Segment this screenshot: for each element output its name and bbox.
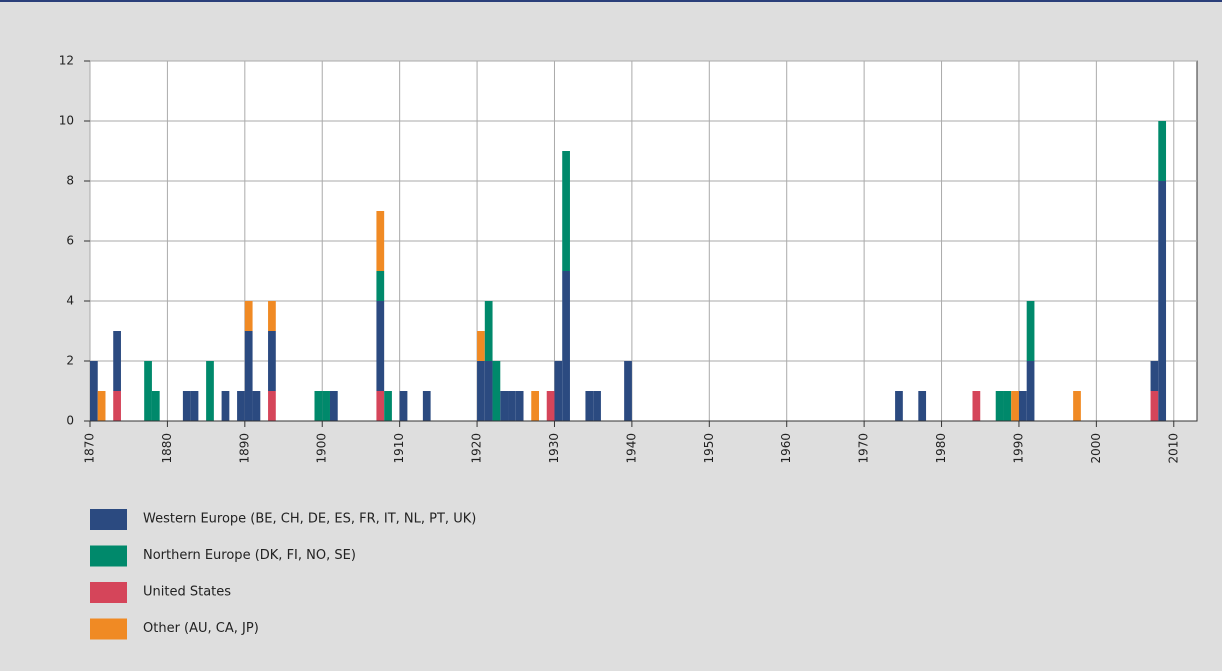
- legend-label: United States: [143, 585, 231, 600]
- bar-segment: [1158, 121, 1167, 181]
- bar-segment: [182, 391, 191, 421]
- legend-swatch: [90, 509, 127, 530]
- legend-swatch: [90, 545, 127, 567]
- bar-segment: [206, 361, 214, 421]
- bar-segment: [585, 391, 594, 421]
- bar-segment: [1150, 361, 1159, 391]
- bar-segment: [268, 391, 276, 421]
- top-border: [0, 0, 1222, 2]
- bar-segment: [1018, 391, 1027, 421]
- bar-segment: [515, 391, 524, 421]
- bar-segment: [329, 391, 338, 421]
- bar-segment: [97, 391, 106, 421]
- bar-segment: [477, 361, 485, 421]
- bar-segment: [1073, 391, 1081, 421]
- bar-segment: [554, 361, 563, 421]
- legend-swatch: [90, 618, 127, 640]
- bar-segment: [113, 331, 121, 391]
- bar-segment: [1026, 361, 1035, 421]
- bar-segment: [268, 301, 276, 331]
- bar-segment: [508, 391, 516, 421]
- bar-segment: [252, 391, 261, 421]
- x-tick-label: 1920: [470, 433, 484, 464]
- bar-segment: [531, 391, 539, 421]
- bar-segment: [244, 301, 253, 331]
- bar-segment: [376, 271, 385, 301]
- x-tick-label: 2010: [1166, 433, 1180, 464]
- legend-label: Northern Europe (DK, FI, NO, SE): [143, 548, 356, 563]
- y-tick-label: 12: [59, 54, 74, 68]
- bar-segment: [972, 391, 981, 421]
- bar-segment: [376, 391, 385, 421]
- bar-segment: [322, 391, 330, 421]
- legend-swatch: [90, 582, 127, 603]
- x-tick-label: 1870: [83, 433, 97, 464]
- bar-segment: [244, 331, 253, 421]
- bar-segment: [399, 391, 408, 421]
- x-tick-label: 1900: [315, 433, 329, 464]
- x-tick-label: 1980: [934, 433, 948, 464]
- bar-segment: [895, 391, 903, 421]
- bar-segment: [624, 361, 632, 421]
- bar-segment: [562, 271, 570, 421]
- bar-segment: [1003, 391, 1012, 421]
- legend: Western Europe (BE, CH, DE, ES, FR, IT, …: [90, 509, 476, 640]
- y-tick-label: 2: [66, 354, 74, 368]
- legend-label: Other (AU, CA, JP): [143, 621, 259, 636]
- y-tick-label: 8: [66, 174, 74, 188]
- x-tick-label: 1990: [1011, 433, 1025, 464]
- y-tick-label: 10: [59, 114, 74, 128]
- x-tick-label: 1940: [624, 433, 638, 464]
- bar-segment: [918, 391, 927, 421]
- bar-segment: [593, 391, 601, 421]
- bar-segment: [190, 391, 199, 421]
- x-tick-label: 2000: [1089, 433, 1103, 464]
- bar-segment: [546, 391, 555, 421]
- bar-segment: [144, 361, 152, 421]
- bar-segment: [1150, 391, 1159, 421]
- bar-segment: [268, 331, 276, 391]
- bar-segment: [422, 391, 431, 421]
- bar-segment: [314, 391, 323, 421]
- bar-segment: [1011, 391, 1019, 421]
- bar-segment: [492, 361, 501, 421]
- x-tick-label: 1890: [237, 433, 251, 464]
- bar-segment: [995, 391, 1004, 421]
- x-tick-label: 1960: [779, 433, 793, 464]
- y-tick-label: 0: [66, 414, 74, 428]
- bar-segment: [113, 391, 121, 421]
- y-tick-label: 6: [66, 234, 74, 248]
- bar-segment: [90, 361, 98, 421]
- bar-segment: [1158, 181, 1167, 421]
- x-tick-label: 1970: [857, 433, 871, 464]
- bar-segment: [484, 301, 493, 361]
- y-tick-label: 4: [66, 294, 74, 308]
- legend-label: Western Europe (BE, CH, DE, ES, FR, IT, …: [143, 512, 476, 527]
- bar-segment: [237, 391, 245, 421]
- x-tick-label: 1910: [392, 433, 406, 464]
- bar-segment: [221, 391, 230, 421]
- bar-segment: [384, 391, 392, 421]
- x-tick-label: 1930: [547, 433, 561, 464]
- bar-segment: [1026, 301, 1035, 361]
- bar-segment: [500, 391, 509, 421]
- bar-segment: [376, 301, 385, 391]
- bar-segment: [562, 151, 570, 271]
- x-tick-label: 1880: [160, 433, 174, 464]
- bar-segment: [376, 211, 385, 271]
- bar-segment: [151, 391, 160, 421]
- x-tick-label: 1950: [702, 433, 716, 464]
- bar-segment: [484, 361, 493, 421]
- bar-segment: [477, 331, 485, 361]
